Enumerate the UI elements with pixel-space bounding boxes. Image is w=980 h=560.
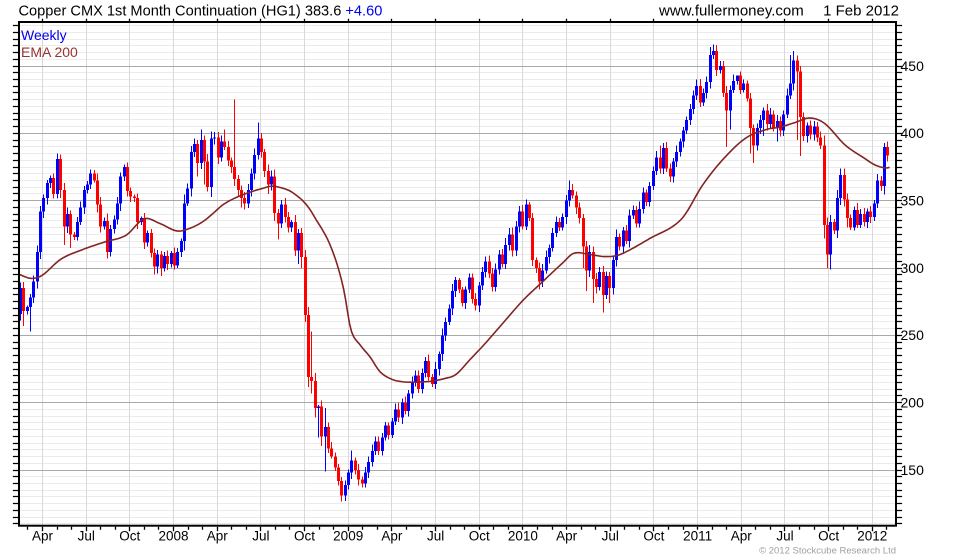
svg-text:Jul: Jul [427, 529, 444, 544]
svg-text:2008: 2008 [158, 529, 188, 544]
svg-text:2011: 2011 [683, 529, 712, 544]
svg-text:250: 250 [901, 327, 925, 343]
svg-text:Oct: Oct [119, 529, 140, 544]
svg-text:Copper CMX 1st Month Continuat: Copper CMX 1st Month Continuation (HG1) … [19, 4, 383, 20]
svg-text:350: 350 [901, 193, 925, 209]
svg-text:© 2012 Stockcube Research Ltd: © 2012 Stockcube Research Ltd [759, 546, 896, 557]
svg-text:Weekly: Weekly [21, 27, 67, 43]
svg-text:Jul: Jul [78, 529, 95, 544]
svg-text:Apr: Apr [32, 529, 54, 544]
svg-text:Jul: Jul [776, 529, 793, 544]
svg-text:Apr: Apr [381, 529, 403, 544]
svg-text:Jul: Jul [602, 529, 619, 544]
svg-text:150: 150 [901, 462, 925, 478]
svg-text:Oct: Oct [294, 529, 315, 544]
svg-text:Oct: Oct [643, 529, 664, 544]
svg-text:300: 300 [901, 260, 925, 276]
svg-text:2009: 2009 [333, 529, 363, 544]
svg-text:200: 200 [901, 395, 925, 411]
svg-text:450: 450 [901, 58, 925, 74]
svg-text:1 Feb 2012: 1 Feb 2012 [823, 3, 899, 20]
svg-text:Apr: Apr [207, 529, 229, 544]
svg-text:2010: 2010 [508, 529, 538, 544]
svg-text:Apr: Apr [556, 529, 578, 544]
svg-text:www.fullermoney.com: www.fullermoney.com [658, 3, 804, 20]
svg-text:Apr: Apr [731, 529, 753, 544]
svg-text:EMA 200: EMA 200 [21, 44, 78, 60]
svg-text:Oct: Oct [818, 529, 839, 544]
svg-text:Jul: Jul [252, 529, 269, 544]
svg-text:2012: 2012 [857, 529, 887, 544]
svg-text:Oct: Oct [469, 529, 490, 544]
svg-text:400: 400 [901, 125, 925, 141]
